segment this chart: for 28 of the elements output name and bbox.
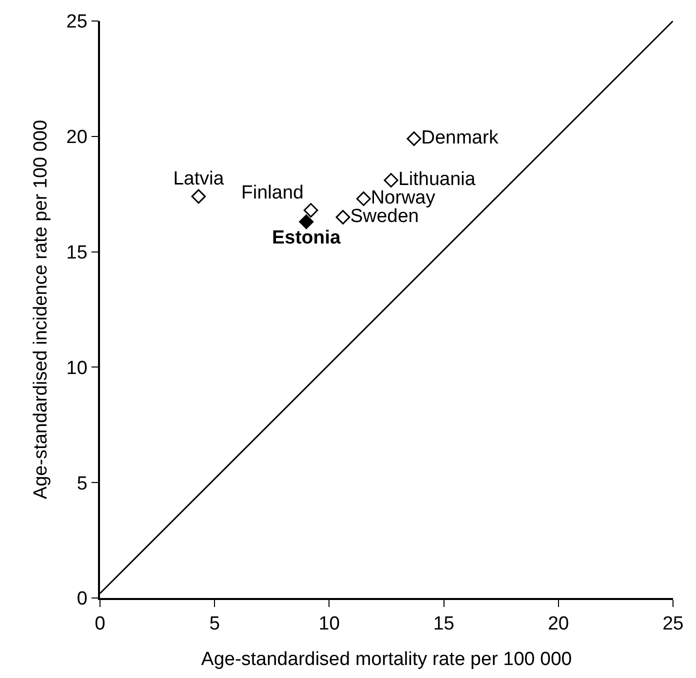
x-tick-label: 20	[548, 614, 569, 635]
x-tick-label: 5	[209, 614, 220, 635]
y-tick-label: 5	[76, 473, 88, 494]
point	[191, 189, 206, 204]
y-tick-label: 0	[76, 588, 88, 610]
point	[336, 210, 350, 224]
series-label: Denmark	[421, 127, 499, 148]
series-label: Latvia	[173, 168, 224, 190]
x-tick-label: 10	[318, 614, 340, 635]
x-tick-label: 0	[94, 614, 106, 635]
series-label: Estonia	[272, 227, 342, 248]
series-label: Norway	[370, 187, 436, 208]
y-tick-label: 15	[66, 242, 88, 264]
y-tick-label: 20	[66, 127, 88, 148]
series-label: Sweden	[350, 206, 419, 227]
x-tick-label: 15	[433, 614, 454, 635]
x-tick-label: 25	[662, 614, 684, 635]
point	[356, 191, 371, 206]
y-tick-label: 10	[66, 358, 88, 379]
point	[406, 131, 422, 146]
x-axis-title: Age-standardised mortality rate per 100 000	[201, 648, 572, 670]
series-label: Lithuania	[398, 169, 476, 190]
point	[384, 173, 398, 188]
series-label: Finland	[241, 182, 304, 204]
point	[304, 203, 318, 218]
y-axis-title: Age-standardised incidence rate per 100 000	[30, 120, 52, 500]
point	[299, 214, 314, 230]
y-tick-label: 25	[66, 12, 88, 33]
